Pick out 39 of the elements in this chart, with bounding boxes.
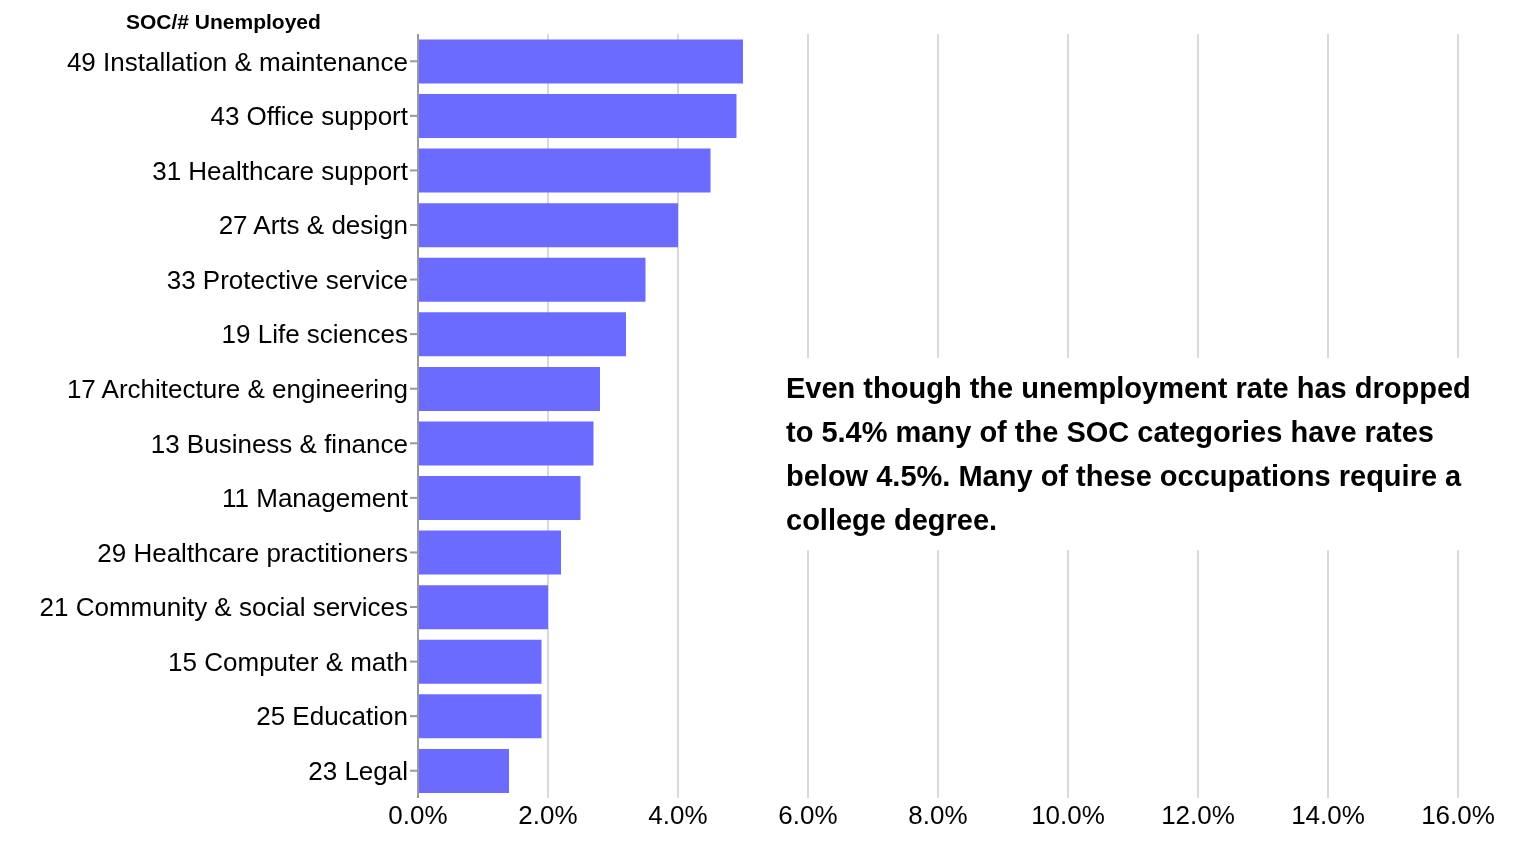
bar (418, 476, 581, 521)
bar (418, 585, 548, 630)
bar (418, 257, 646, 302)
x-tick-label: 2.0% (518, 800, 578, 831)
y-tick-label: 11 Management (222, 483, 409, 514)
bar (418, 639, 542, 684)
x-tick-label: 14.0% (1291, 800, 1365, 831)
y-tick-label: 19 Life sciences (221, 319, 408, 350)
y-tick-label: 15 Computer & math (168, 646, 408, 677)
bar (418, 148, 711, 193)
y-tick-label: 33 Protective service (166, 264, 408, 295)
y-tick-label: 29 Healthcare practitioners (97, 537, 408, 568)
bar (418, 421, 594, 466)
y-tick-label: 25 Education (256, 701, 408, 732)
bar (418, 203, 678, 248)
y-tick-label: 23 Legal (308, 755, 408, 786)
bar (418, 748, 509, 793)
y-tick-label: 21 Community & social services (39, 592, 408, 623)
x-tick-label: 12.0% (1161, 800, 1235, 831)
x-tick-label: 10.0% (1031, 800, 1105, 831)
y-tick-label: 43 Office support (210, 101, 409, 132)
x-tick-label: 6.0% (778, 800, 838, 831)
y-tick-label: 31 Healthcare support (152, 155, 409, 186)
x-tick-label: 4.0% (648, 800, 708, 831)
bar (418, 94, 737, 139)
annotation: Even though the unemployment rate has dropped to 5.4% many of the SOC categories have rates below 4.5%. Many of these occupations require a college degree. (780, 358, 1482, 550)
text: SOC/# Unemployed (126, 10, 321, 34)
y-tick-label: 13 Business & finance (150, 428, 408, 459)
bar (418, 39, 743, 84)
bar (418, 530, 561, 575)
y-tick-label: 49 Installation & maintenance (66, 46, 408, 77)
x-tick-label: 16.0% (1421, 800, 1495, 831)
bar (418, 312, 626, 357)
bar (418, 366, 600, 411)
x-tick-label: 0.0% (388, 800, 448, 831)
bar (418, 694, 542, 739)
y-tick-label: 27 Arts & design (218, 210, 408, 241)
x-tick-label: 8.0% (908, 800, 968, 831)
y-tick-label: 17 Architecture & engineering (66, 373, 408, 404)
